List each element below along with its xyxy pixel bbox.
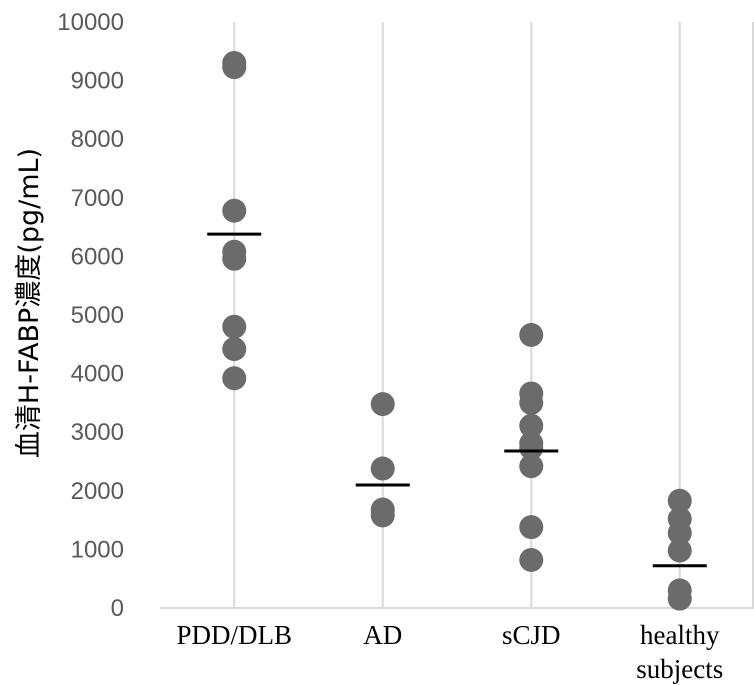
y-tick-label: 6000	[71, 243, 124, 270]
data-point	[370, 503, 395, 528]
data-point	[222, 246, 247, 271]
y-tick-label: 3000	[71, 419, 124, 446]
x-tick-label: PDD/DLB	[176, 620, 292, 650]
data-point	[667, 538, 692, 563]
mean-lines	[207, 232, 707, 568]
y-tick-label: 1000	[71, 536, 124, 563]
data-point	[370, 456, 395, 481]
x-tick-label: AD	[363, 620, 402, 650]
y-tick-label: 4000	[71, 361, 124, 388]
data-point	[519, 547, 544, 572]
data-point	[519, 436, 544, 461]
y-axis-ticks: 0 1000 2000 3000 4000 5000 6000 7000 8000 9000 100…	[57, 9, 124, 622]
y-tick-label: 7000	[71, 185, 124, 212]
y-tick-label: 9000	[71, 68, 124, 95]
x-axis-ticks: PDD/DLB AD sCJD healthy subjects	[176, 620, 723, 684]
data-point	[222, 198, 247, 223]
x-tick-label: subjects	[636, 654, 723, 684]
data-point	[519, 390, 544, 415]
y-tick-label: 0	[111, 595, 124, 622]
data-points	[222, 51, 692, 611]
grid-lines	[160, 22, 754, 609]
data-point	[519, 413, 544, 438]
x-tick-label: sCJD	[502, 620, 561, 650]
y-tick-label: 5000	[71, 302, 124, 329]
y-tick-label: 10000	[57, 9, 124, 36]
data-point	[667, 586, 692, 611]
y-tick-label: 8000	[71, 126, 124, 153]
data-point	[370, 392, 395, 417]
data-point	[667, 488, 692, 513]
data-point	[222, 366, 247, 391]
data-point	[222, 314, 247, 339]
data-point	[519, 515, 544, 540]
y-axis-label: 血清H-FABP濃度(pg/mL)	[14, 148, 45, 458]
data-point	[667, 520, 692, 545]
data-point	[222, 55, 247, 80]
data-point	[519, 322, 544, 347]
data-point	[222, 336, 247, 361]
x-tick-label: healthy	[640, 620, 720, 650]
y-tick-label: 2000	[71, 478, 124, 505]
data-point	[519, 454, 544, 479]
